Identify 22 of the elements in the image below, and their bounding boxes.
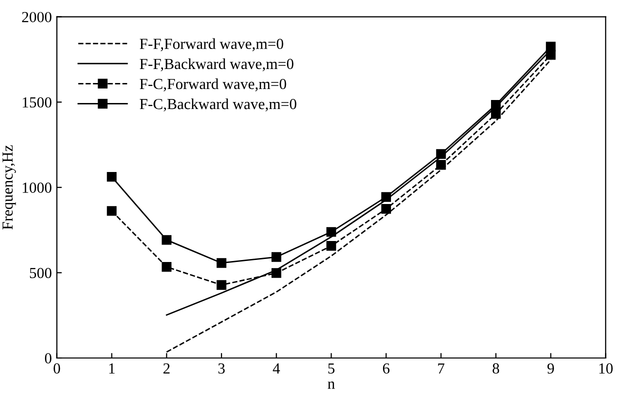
- x-tick-label: 4: [272, 363, 280, 374]
- x-tick-label: 2: [163, 363, 170, 374]
- x-tick-label: 8: [492, 363, 500, 374]
- legend-label: F-C,Forward wave,m=0: [140, 78, 286, 92]
- x-tick-label: 5: [328, 363, 334, 374]
- x-tick-label: 6: [382, 363, 390, 374]
- x-tick-label: 0: [54, 363, 60, 374]
- legend-label: F-C,Backward wave,m=0: [140, 98, 296, 112]
- y-tick-label: 0: [44, 353, 52, 364]
- x-tick-label: 1: [109, 363, 115, 374]
- legend-label: F-F,Forward wave,m=0: [140, 38, 284, 52]
- y-axis-title: Frequency,Hz: [2, 145, 16, 230]
- x-tick-label: 3: [218, 363, 225, 374]
- y-tick-label: 500: [30, 268, 52, 278]
- y-tick-label: 1000: [22, 182, 52, 193]
- x-tick-label: 9: [547, 363, 554, 374]
- y-tick-label: 1500: [22, 97, 52, 108]
- x-axis-title: n: [328, 382, 335, 389]
- y-tick-label: 2000: [22, 12, 52, 22]
- legend-label: F-F,Backward wave,m=0: [140, 58, 294, 72]
- x-tick-label: 7: [438, 363, 444, 374]
- x-tick-label: 10: [599, 363, 613, 374]
